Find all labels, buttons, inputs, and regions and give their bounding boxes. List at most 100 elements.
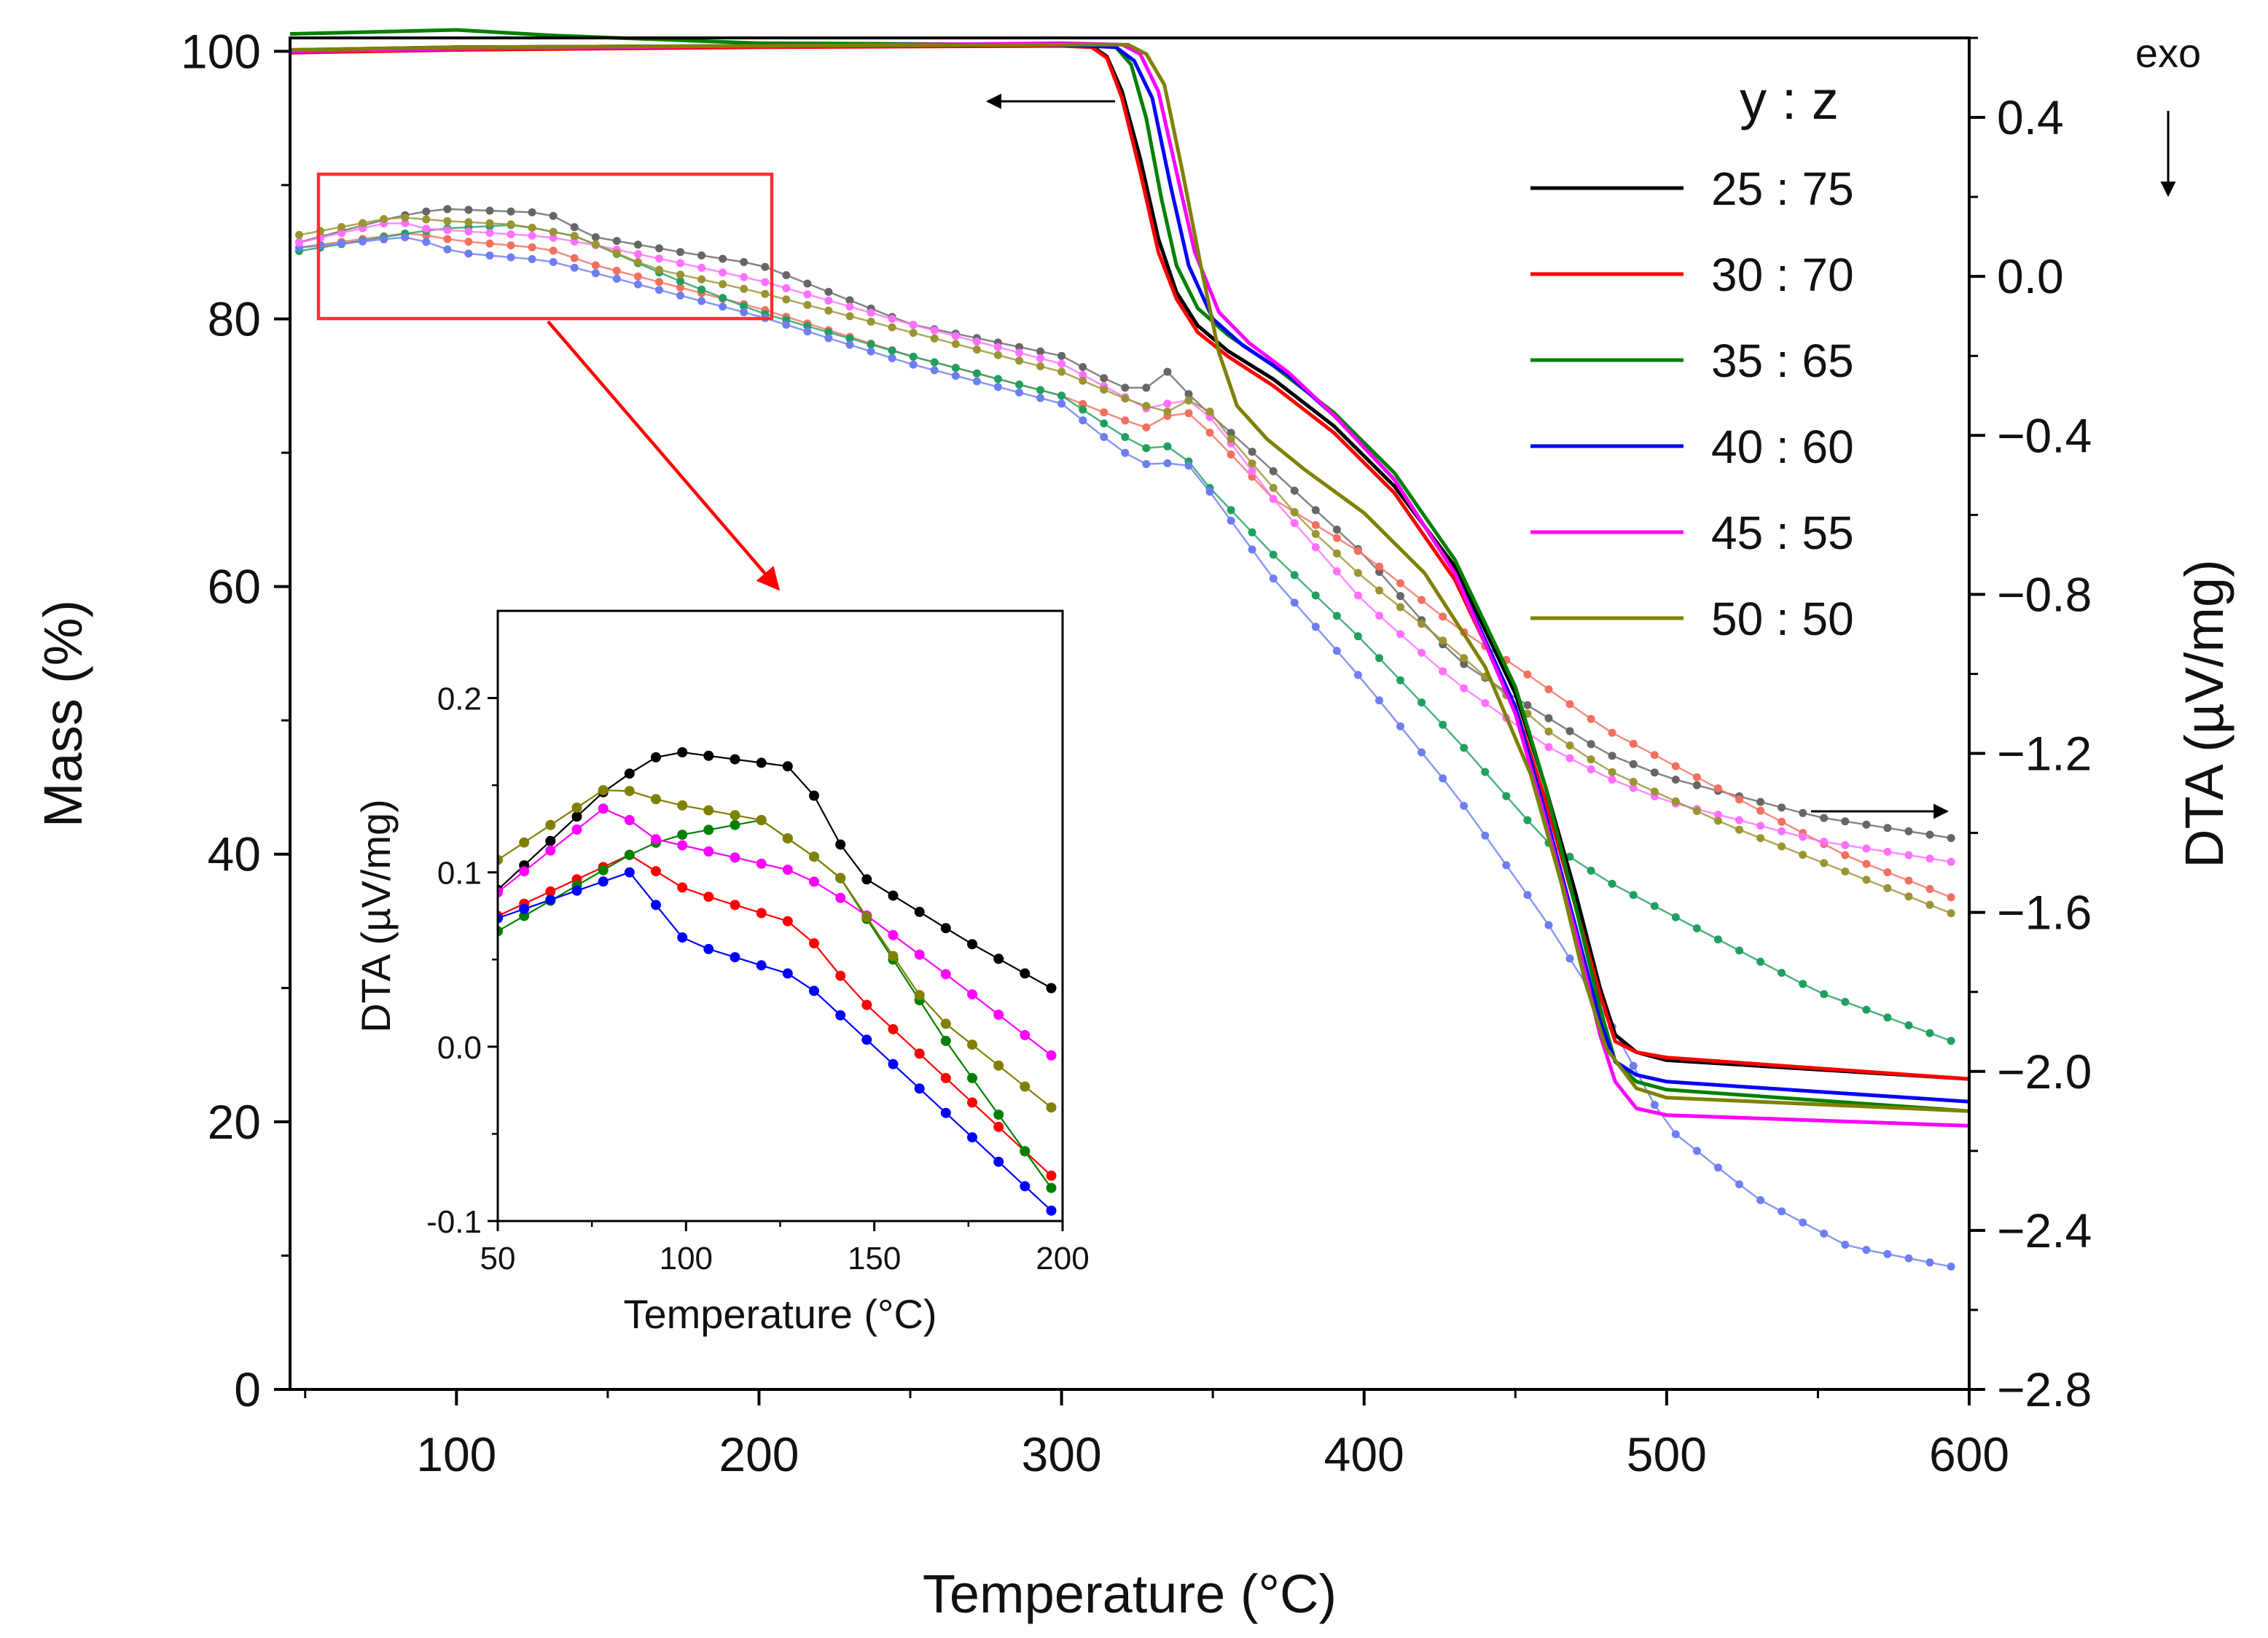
dta-point-1-69 — [1756, 806, 1765, 815]
dta-point-5-12 — [549, 227, 558, 236]
dta-point-0-55 — [1460, 660, 1469, 668]
dta-point-3-12 — [549, 258, 558, 266]
dta-point-4-21 — [740, 273, 748, 281]
dta-point-0-46 — [1269, 467, 1278, 475]
dta-point-1-73 — [1841, 851, 1850, 859]
dta-point-2-53 — [1418, 698, 1426, 707]
dta-point-3-19 — [697, 297, 706, 305]
dta-point-1-65 — [1671, 762, 1680, 771]
dta-point-2-36 — [1057, 391, 1066, 400]
dta-point-4-23 — [782, 284, 791, 292]
x-tick-label-0: 100 — [416, 1427, 496, 1481]
dta-point-5-46 — [1269, 483, 1278, 492]
inset-dta-point-3-3 — [571, 885, 582, 896]
dta-point-0-9 — [485, 206, 494, 215]
inset-dta-point-4-18 — [967, 989, 977, 1000]
dta-point-3-64 — [1650, 1101, 1659, 1109]
dta-point-3-6 — [422, 238, 431, 246]
dta-point-5-34 — [1015, 356, 1023, 365]
inset-dta-point-0-2 — [545, 835, 556, 846]
dta-point-0-64 — [1650, 768, 1659, 777]
dta-point-3-10 — [507, 253, 515, 262]
dta-point-5-43 — [1205, 407, 1214, 416]
dta-point-2-54 — [1439, 720, 1447, 729]
dta-point-2-28 — [888, 346, 896, 355]
dta-point-2-31 — [951, 364, 960, 373]
dta-point-5-8 — [464, 218, 473, 227]
dta-point-3-3 — [359, 237, 367, 246]
dta-point-0-52 — [1396, 592, 1404, 601]
inset-dta-point-4-5 — [624, 815, 635, 825]
dta-point-4-59 — [1544, 743, 1553, 752]
dta-point-1-63 — [1629, 739, 1638, 748]
dta-point-2-61 — [1587, 866, 1595, 875]
inset-dta-point-4-4 — [598, 803, 609, 814]
dta-point-1-38 — [1100, 408, 1108, 417]
legend-label-1: 30 : 70 — [1711, 249, 1854, 301]
inset-dta-point-0-13 — [835, 839, 846, 850]
dta-point-4-24 — [803, 290, 812, 299]
dta-point-4-7 — [443, 226, 452, 235]
dta-point-5-75 — [1883, 884, 1892, 892]
inset-dta-point-5-18 — [967, 1040, 977, 1050]
inset-dta-point-0-21 — [1046, 983, 1057, 994]
dta-point-4-20 — [719, 268, 727, 277]
dta-point-1-68 — [1735, 795, 1743, 804]
x-tick-label-5: 600 — [1929, 1427, 2009, 1481]
dta-point-2-39 — [1121, 433, 1130, 441]
dta-point-0-63 — [1629, 760, 1638, 768]
inset-dta-point-4-16 — [914, 949, 925, 960]
y-left-tick-label-1: 20 — [208, 1095, 261, 1149]
dta-point-1-51 — [1375, 562, 1383, 571]
dta-point-2-56 — [1481, 768, 1490, 776]
dta-point-0-42 — [1184, 390, 1193, 399]
dta-point-5-70 — [1778, 842, 1786, 851]
dta-point-3-74 — [1862, 1246, 1871, 1255]
inset-dta-point-2-20 — [1020, 1146, 1031, 1157]
x-tick-label-4: 500 — [1627, 1427, 1707, 1481]
dta-point-0-72 — [1820, 814, 1829, 822]
dta-point-2-66 — [1692, 924, 1701, 932]
inset-dta-point-3-13 — [835, 1010, 846, 1021]
dta-point-0-47 — [1290, 486, 1299, 495]
inset-dta-point-3-10 — [756, 960, 767, 971]
inset-dta-point-0-16 — [914, 906, 925, 917]
inset-dta-point-5-7 — [677, 800, 688, 811]
inset-y-tick-label-2: 0.1 — [437, 856, 482, 892]
dta-point-4-45 — [1248, 467, 1256, 475]
inset-dta-point-0-12 — [809, 790, 819, 801]
dta-point-0-19 — [697, 251, 706, 260]
dta-point-3-78 — [1947, 1263, 1955, 1271]
inset-dta-point-4-3 — [571, 824, 582, 835]
dta-point-1-17 — [655, 278, 663, 286]
dta-point-2-30 — [930, 358, 939, 367]
dta-point-4-9 — [485, 229, 494, 237]
dta-point-5-49 — [1332, 549, 1341, 558]
dta-point-5-62 — [1608, 768, 1616, 776]
dta-point-3-31 — [951, 372, 960, 380]
dta-point-3-20 — [719, 303, 727, 311]
dta-point-5-20 — [719, 280, 727, 289]
dta-point-3-36 — [1057, 399, 1066, 408]
inset-dta-point-5-4 — [598, 785, 609, 795]
dta-point-2-58 — [1523, 816, 1532, 824]
dta-point-1-16 — [633, 272, 642, 281]
inset-dta-point-0-5 — [624, 768, 635, 779]
dta-point-5-40 — [1142, 402, 1151, 410]
dta-point-3-9 — [485, 251, 494, 260]
dta-point-3-38 — [1100, 433, 1108, 441]
dta-point-5-13 — [570, 232, 579, 241]
dta-point-0-45 — [1248, 448, 1256, 456]
dta-point-5-41 — [1163, 407, 1172, 416]
dta-point-5-17 — [655, 265, 663, 274]
dta-point-1-60 — [1565, 700, 1574, 709]
legend-label-4: 45 : 55 — [1711, 507, 1854, 559]
dta-point-5-10 — [507, 220, 515, 229]
dta-point-3-52 — [1396, 722, 1404, 730]
inset-y-axis-title: DTA (µV/mg) — [353, 799, 399, 1033]
dta-point-5-71 — [1799, 851, 1807, 859]
dta-point-2-51 — [1375, 654, 1383, 663]
dta-point-3-71 — [1799, 1218, 1807, 1227]
inset-dta-point-0-8 — [703, 750, 714, 761]
dta-point-0-70 — [1778, 803, 1786, 812]
